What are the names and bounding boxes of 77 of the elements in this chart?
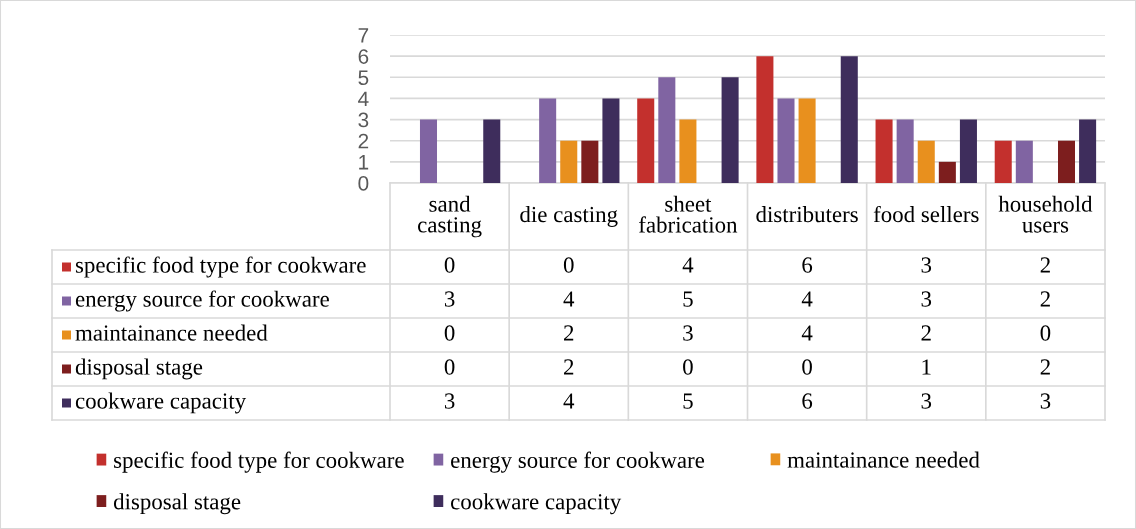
data-label: 0: [444, 359, 455, 375]
bar: [798, 98, 816, 183]
data-label: 3: [921, 257, 932, 273]
bar: [938, 161, 956, 183]
x-tick-label: sheet fabrication: [638, 195, 738, 233]
bar: [994, 140, 1012, 183]
data-label: 2: [564, 359, 574, 375]
y-tick-label: 1: [359, 155, 369, 170]
bar: [679, 119, 697, 183]
bar: [560, 140, 578, 183]
data-label: 4: [801, 291, 813, 307]
x-tick-label: distributers: [756, 206, 858, 223]
data-label: 3: [444, 393, 455, 409]
y-tick-label: 3: [358, 112, 369, 128]
data-label: 3: [921, 393, 932, 409]
bar: [637, 98, 655, 183]
data-label: 4: [682, 257, 694, 273]
data-label: 6: [802, 393, 813, 409]
legend-label: maintainance needed: [787, 451, 980, 468]
data-label: 2: [1040, 359, 1050, 375]
bar: [539, 98, 557, 183]
bar: [419, 119, 438, 183]
data-label: 2: [921, 325, 931, 341]
data-label: 0: [444, 325, 455, 341]
data-label: 0: [683, 359, 693, 375]
data-label: 2: [564, 325, 574, 341]
bar: [777, 98, 795, 183]
y-tick-label: 0: [358, 176, 369, 191]
data-label: 4: [563, 393, 575, 409]
data-label: 4: [563, 291, 575, 307]
data-label: 3: [683, 325, 693, 341]
bar: [602, 98, 620, 183]
data-label: 5: [683, 291, 693, 307]
bar: [721, 77, 739, 183]
bar: [581, 140, 599, 183]
x-tick-label: food sellers: [873, 205, 979, 223]
bar: [1057, 140, 1076, 183]
y-tick-label: 6: [358, 49, 369, 64]
data-label: 3: [921, 291, 932, 307]
y-tick-label: 2: [358, 133, 369, 149]
text: disposal stage: [113, 493, 241, 515]
legend-label: energy source for cookware: [75, 290, 329, 312]
bar: [875, 119, 893, 183]
legend-label: cookware capacity: [451, 493, 622, 515]
data-label: 1: [922, 359, 931, 375]
y-tick-label: 7: [358, 28, 369, 43]
bar: [483, 119, 501, 183]
legend-label: disposal stage: [75, 358, 203, 380]
x-tick-label: die casting: [520, 206, 618, 227]
text: cookware capacity: [75, 392, 247, 414]
data-label: 6: [802, 257, 813, 273]
bar: [658, 77, 676, 183]
bar: [840, 56, 858, 183]
data-label: 5: [683, 393, 693, 409]
data-label: 3: [444, 291, 455, 307]
data-label: 2: [1040, 257, 1050, 273]
data-label: 0: [1040, 325, 1051, 341]
text: maintainance needed: [75, 324, 268, 341]
bar: [1079, 119, 1097, 183]
data-label: 0: [563, 257, 574, 273]
data-label: 0: [444, 257, 455, 273]
bar: [896, 119, 914, 183]
data-label: 3: [1040, 393, 1051, 409]
x-tick-label: sand casting: [418, 195, 482, 238]
bar: [756, 56, 774, 183]
legend-label: specific food type for cookware: [75, 256, 366, 278]
bar: [1015, 140, 1033, 183]
y-tick-label: 4: [358, 91, 369, 106]
y-tick-label: 5: [358, 70, 369, 86]
x-tick-label: household users: [998, 195, 1093, 233]
bar: [917, 140, 935, 183]
text: specific food type for cookware: [114, 451, 404, 473]
data-label: 0: [802, 359, 812, 375]
bar: [959, 119, 977, 183]
data-label: 4: [801, 325, 813, 341]
text: energy source for cookware: [451, 451, 705, 473]
data-label: 2: [1040, 291, 1050, 307]
